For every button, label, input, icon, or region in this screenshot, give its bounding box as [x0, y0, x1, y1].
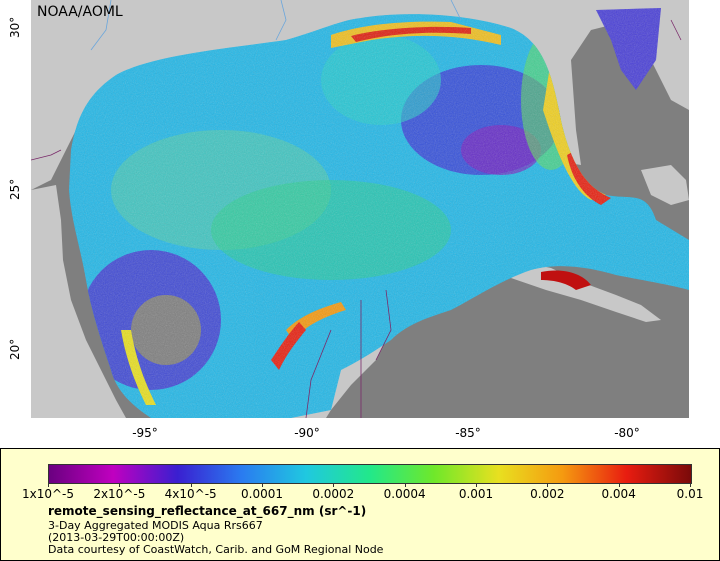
source-label: NOAA/AOML: [37, 4, 123, 20]
colorbar-tick: [48, 483, 49, 487]
legend-panel: 1x10^-5 2x10^-5 4x10^-5 0.0001 0.0002 0.0004 0…: [0, 448, 720, 561]
map-image: [31, 0, 689, 418]
lon-tick-95: -95°: [132, 426, 158, 440]
lon-tick-80: -80°: [614, 426, 640, 440]
colorbar-label: 0.0002: [312, 487, 355, 501]
map-panel[interactable]: NOAA/AOML: [31, 0, 689, 418]
colorbar-label: 0.001: [458, 487, 494, 501]
colorbar-tick: [190, 483, 192, 487]
lon-tick-90: -90°: [294, 426, 320, 440]
colorbar-tick: [618, 483, 620, 487]
colorbar-label: 0.0001: [241, 487, 283, 501]
colorbar-label: 1x10^-5: [21, 487, 75, 501]
cuba-north-shelf: [541, 270, 591, 290]
colorbar-tick: [476, 483, 477, 487]
colorbar-label: 0.0004: [383, 487, 426, 501]
colorbar-label: 2x10^-5: [93, 487, 146, 501]
land-cuba: [491, 262, 661, 322]
colorbar-tick: [404, 483, 406, 487]
land-mexico-west: [31, 185, 126, 418]
legend-date: (2013-03-29T00:00:00Z): [48, 531, 185, 544]
legend-credit: Data courtesy of CoastWatch, Carib. and …: [48, 543, 384, 556]
legend-title: remote_sensing_reflectance_at_667_nm (sr…: [48, 504, 367, 518]
rivers: [90, 0, 462, 51]
colorbar-tick: [262, 483, 263, 487]
colorbar-tick: [690, 483, 691, 487]
political-borders: [31, 19, 682, 418]
colorbar-label: 0.01: [676, 487, 704, 501]
land-florida-keys: [641, 165, 689, 205]
colorbar: [48, 464, 692, 484]
colorbar-tick: [547, 483, 549, 487]
legend-dataset: 3-Day Aggregated MODIS Aqua Rrs667: [48, 519, 263, 532]
colorbar-tick: [119, 483, 121, 487]
lon-tick-85: -85°: [455, 426, 481, 440]
colorbar-label: 4x10^-5: [164, 487, 217, 501]
colorbar-label: 0.004: [601, 487, 636, 501]
colorbar-label: 0.002: [530, 487, 565, 501]
colorbar-tick: [333, 483, 335, 487]
